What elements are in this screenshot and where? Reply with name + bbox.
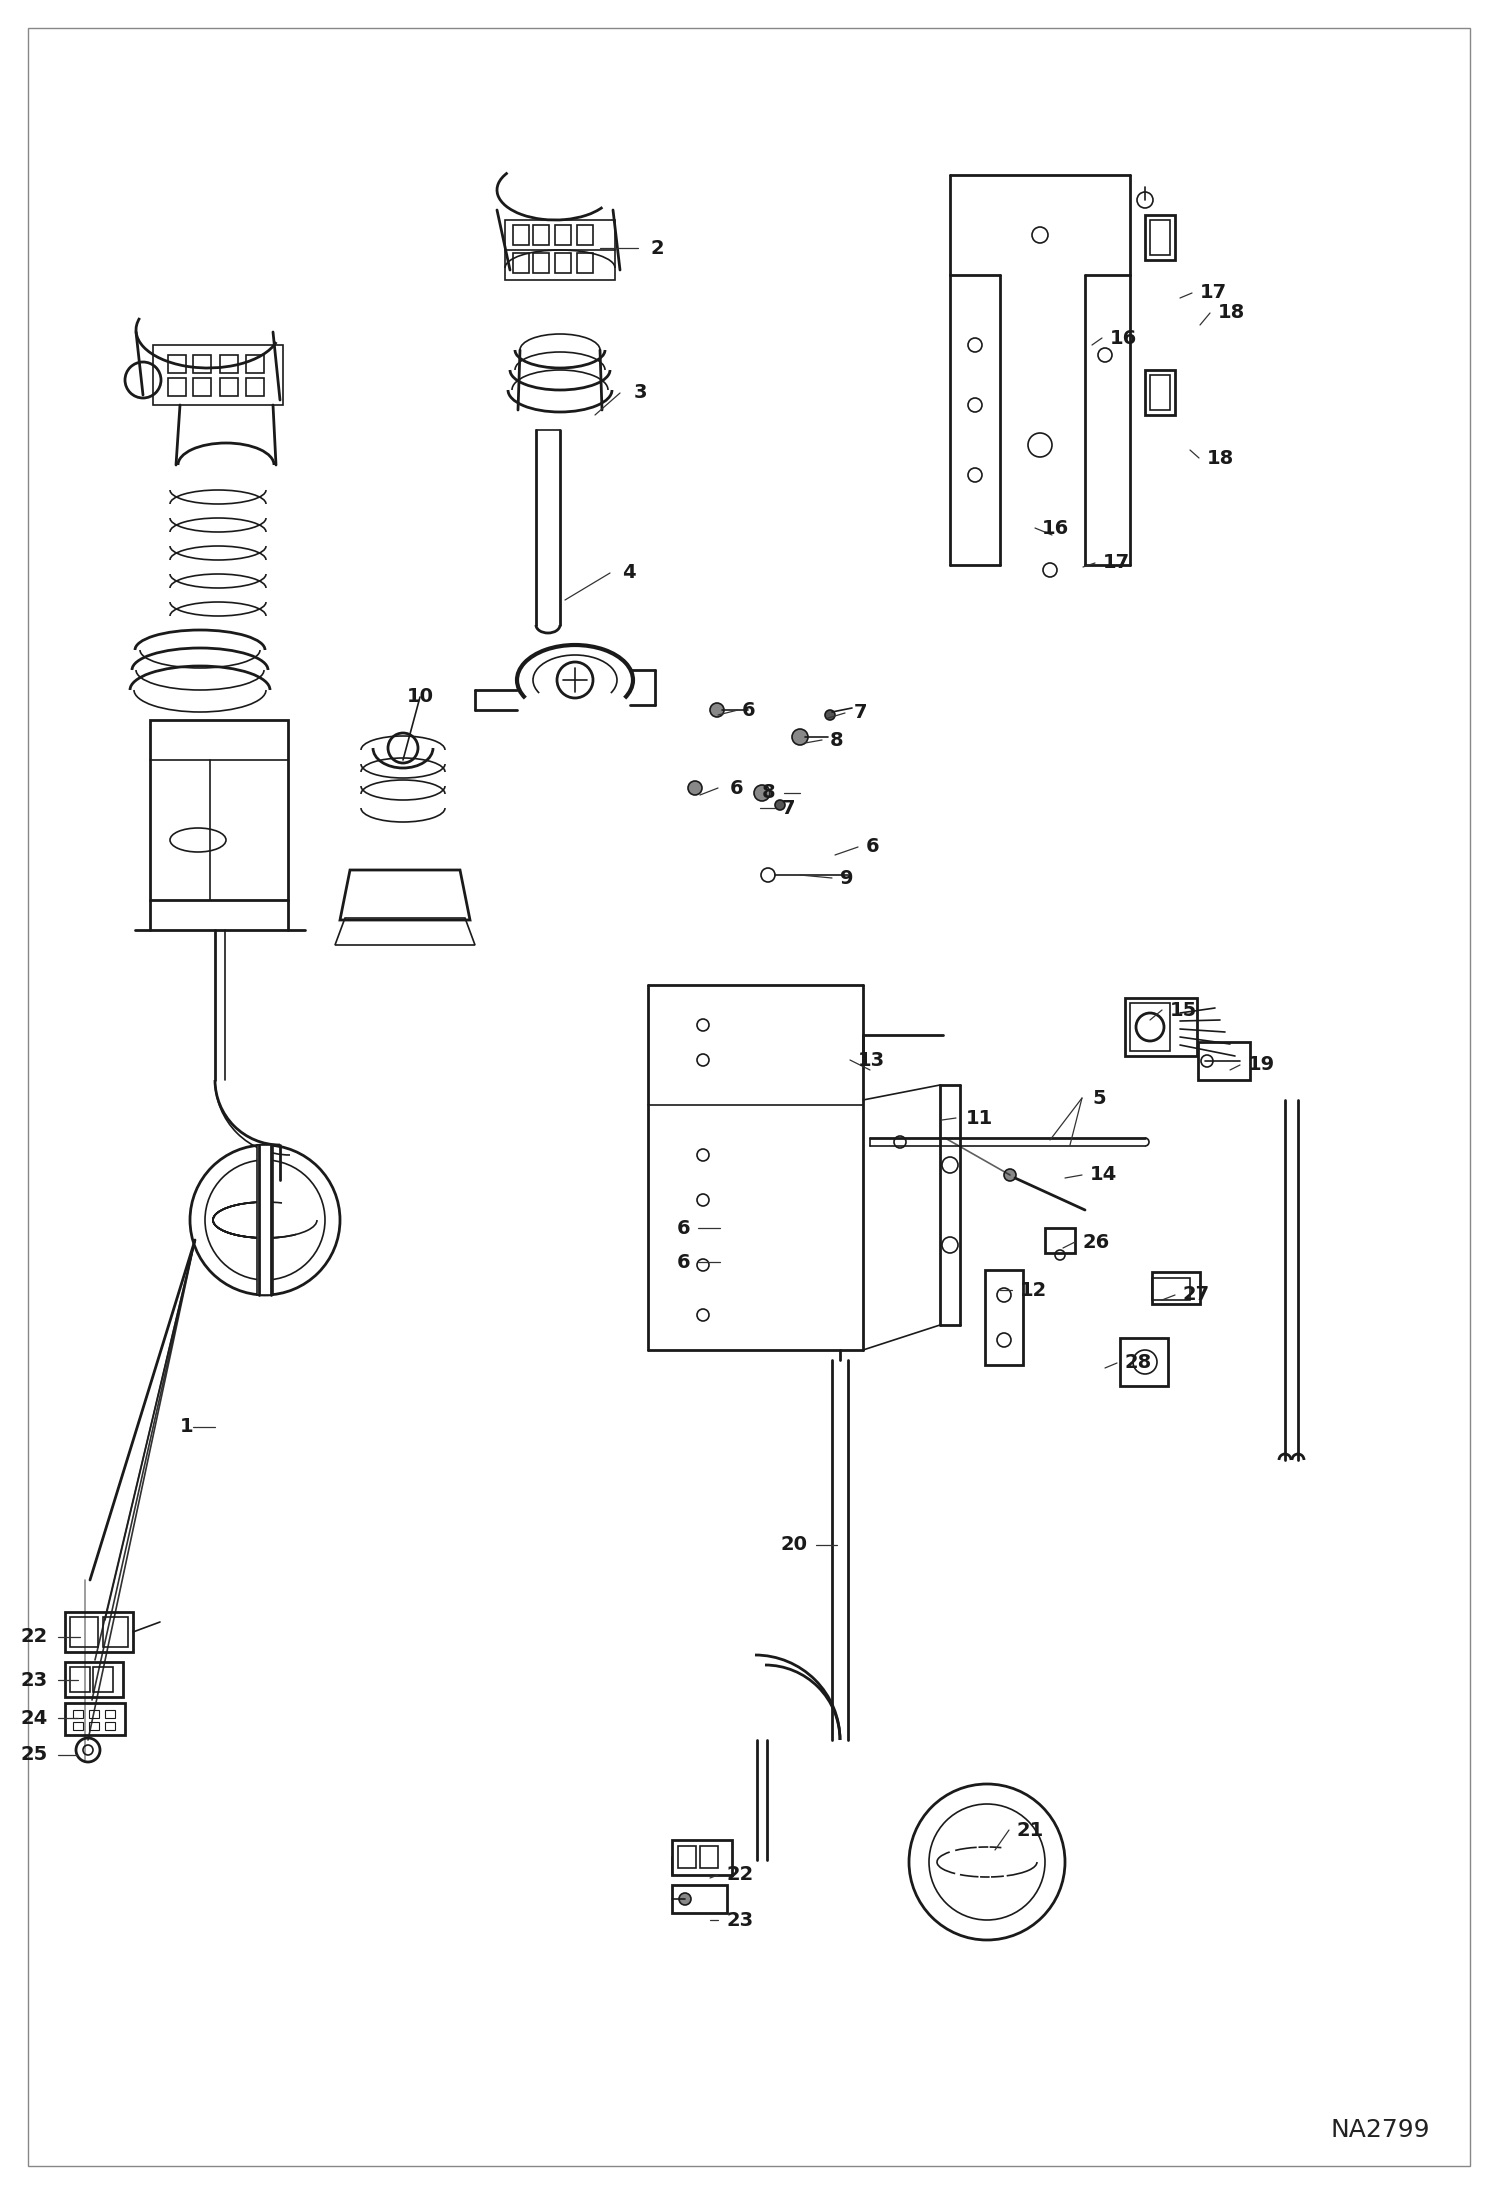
Text: 9: 9: [840, 868, 854, 888]
Bar: [220, 377, 238, 397]
Bar: [258, 1145, 273, 1296]
Bar: [105, 1722, 115, 1730]
Bar: [554, 252, 571, 272]
Bar: [93, 1667, 112, 1693]
Circle shape: [825, 711, 834, 719]
Text: 16: 16: [1110, 329, 1137, 346]
Bar: [73, 1711, 82, 1717]
Bar: [533, 226, 548, 246]
Text: 19: 19: [1248, 1055, 1275, 1075]
Bar: [577, 226, 593, 246]
Bar: [673, 1886, 727, 1912]
Text: 22: 22: [727, 1866, 753, 1884]
Circle shape: [774, 800, 785, 809]
Text: 6: 6: [677, 1219, 691, 1237]
Text: 20: 20: [780, 1535, 807, 1555]
Text: 18: 18: [1207, 450, 1234, 467]
Bar: [64, 1662, 123, 1697]
Circle shape: [753, 785, 770, 800]
Text: 7: 7: [782, 798, 795, 818]
Text: 10: 10: [406, 686, 433, 706]
Bar: [1121, 1338, 1168, 1386]
Bar: [64, 1612, 133, 1651]
Text: 13: 13: [858, 1050, 885, 1070]
Bar: [533, 252, 548, 272]
Bar: [1046, 1228, 1076, 1252]
Text: 5: 5: [1092, 1088, 1106, 1107]
Bar: [64, 1704, 124, 1735]
Bar: [673, 1840, 733, 1875]
Text: 7: 7: [854, 704, 867, 721]
Bar: [70, 1667, 90, 1693]
Text: 17: 17: [1200, 283, 1227, 303]
Bar: [220, 355, 238, 373]
Bar: [1152, 1272, 1200, 1305]
Text: NA2799: NA2799: [1330, 2118, 1429, 2143]
Bar: [70, 1616, 97, 1647]
Bar: [1129, 1002, 1170, 1050]
Text: 15: 15: [1170, 1000, 1197, 1020]
Text: 17: 17: [1103, 553, 1129, 572]
Text: 12: 12: [1020, 1281, 1047, 1300]
Circle shape: [1004, 1169, 1016, 1182]
Bar: [577, 252, 593, 272]
Circle shape: [1135, 1013, 1164, 1042]
Text: 11: 11: [966, 1107, 993, 1127]
Text: 3: 3: [634, 384, 647, 404]
Bar: [1198, 1042, 1249, 1079]
Circle shape: [710, 704, 724, 717]
Text: 14: 14: [1091, 1164, 1118, 1184]
Text: 22: 22: [21, 1627, 48, 1647]
Bar: [153, 344, 283, 406]
Bar: [168, 377, 186, 397]
Bar: [1125, 998, 1197, 1057]
Bar: [103, 1616, 127, 1647]
Text: 6: 6: [866, 838, 879, 857]
Bar: [246, 355, 264, 373]
Bar: [193, 355, 211, 373]
Text: 6: 6: [730, 779, 743, 798]
Text: 6: 6: [742, 700, 755, 719]
Bar: [986, 1270, 1023, 1364]
Text: 21: 21: [1017, 1820, 1044, 1840]
Text: 23: 23: [727, 1910, 753, 1930]
Text: 26: 26: [1083, 1232, 1110, 1252]
Text: 25: 25: [21, 1746, 48, 1765]
Text: 1: 1: [180, 1417, 193, 1436]
Bar: [168, 355, 186, 373]
Circle shape: [679, 1893, 691, 1906]
Bar: [700, 1847, 718, 1868]
Bar: [505, 219, 616, 281]
Bar: [150, 719, 288, 899]
Bar: [246, 377, 264, 397]
Bar: [1144, 371, 1174, 414]
Text: 8: 8: [830, 730, 843, 750]
Text: 28: 28: [1125, 1353, 1152, 1373]
Bar: [1144, 215, 1174, 261]
Text: 2: 2: [650, 239, 664, 257]
Text: 8: 8: [761, 783, 774, 800]
Bar: [88, 1722, 99, 1730]
Bar: [1152, 1279, 1189, 1300]
Bar: [105, 1711, 115, 1717]
Circle shape: [792, 728, 807, 746]
Bar: [1150, 219, 1170, 254]
Bar: [512, 252, 529, 272]
Circle shape: [557, 662, 593, 697]
Text: 18: 18: [1218, 303, 1245, 322]
Bar: [512, 226, 529, 246]
Bar: [73, 1722, 82, 1730]
Text: 27: 27: [1183, 1285, 1210, 1305]
Text: 24: 24: [21, 1708, 48, 1728]
Bar: [1150, 375, 1170, 410]
Bar: [679, 1847, 697, 1868]
Text: 23: 23: [21, 1671, 48, 1689]
Bar: [88, 1711, 99, 1717]
Text: 6: 6: [677, 1252, 691, 1272]
Bar: [554, 226, 571, 246]
Circle shape: [688, 781, 703, 796]
Bar: [193, 377, 211, 397]
Text: 16: 16: [1043, 518, 1070, 537]
Text: 4: 4: [622, 564, 635, 583]
